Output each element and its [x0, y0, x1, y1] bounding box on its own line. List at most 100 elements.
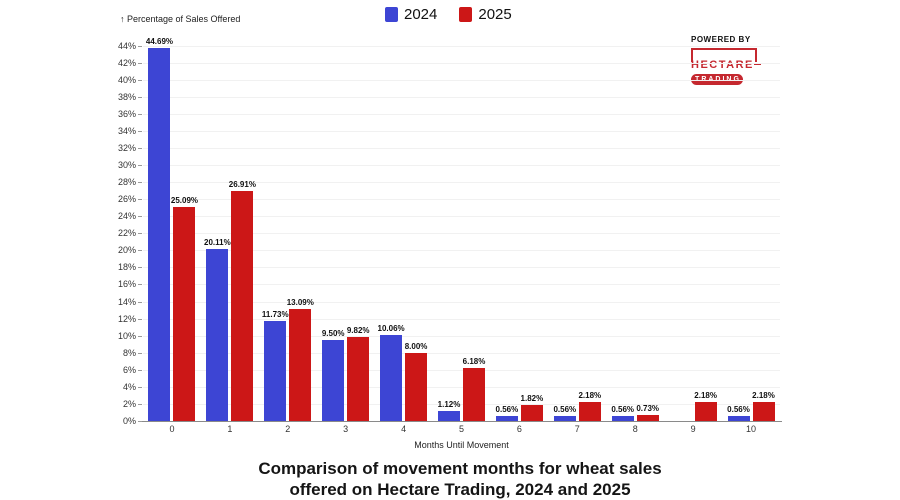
- bar-value-label: 1.12%: [437, 400, 461, 410]
- bar-value-label: 0.56%: [553, 405, 577, 415]
- y-tick-label: 16%: [117, 279, 136, 290]
- y-tick-label: 28%: [117, 177, 136, 188]
- bar-value-label: 9.50%: [321, 328, 345, 338]
- x-tick-label-10: 10: [746, 424, 757, 434]
- chart-title: Comparison of movement months for wheat …: [0, 458, 900, 500]
- bar-col-2025: 25.09%: [170, 37, 199, 421]
- bar-col-2025: 9.82%: [347, 37, 370, 421]
- bar-value-label: 0.56%: [495, 405, 519, 415]
- bar-value-label: 20.11%: [204, 238, 231, 248]
- bar-value-label: 2.18%: [578, 391, 602, 401]
- gridline: [143, 386, 780, 388]
- bar-value-label: 44.69%: [145, 37, 174, 46]
- x-tick-label-4: 4: [401, 424, 407, 434]
- gridline: [143, 45, 780, 47]
- bar-value-label: 10.06%: [377, 324, 405, 334]
- bar-col-2024: [670, 37, 692, 421]
- gridline: [143, 250, 780, 252]
- y-tick-mark: [138, 113, 142, 115]
- y-tick-mark: [138, 369, 142, 371]
- bar-col-2025: 13.09%: [287, 37, 314, 421]
- bar-2024-month-4: [380, 335, 403, 421]
- bar-2025-month-4: [405, 352, 428, 421]
- y-tick-label: 38%: [117, 91, 136, 102]
- bar-col-2025: 2.18%: [578, 37, 602, 421]
- gridline: [143, 216, 780, 218]
- y-tick-mark: [138, 318, 142, 320]
- gridline: [143, 284, 780, 286]
- logo-frame-icon: [691, 48, 757, 62]
- bar-2024-month-8: [611, 416, 634, 421]
- bar-value-label: 0.56%: [611, 405, 635, 415]
- bar-col-2025: 0.73%: [636, 37, 660, 421]
- y-tick-label: 12%: [117, 313, 136, 324]
- y-tick-mark: [138, 199, 142, 201]
- y-tick-mark: [138, 96, 142, 98]
- bar-value-label: 1.82%: [520, 394, 544, 404]
- x-axis-title: Months Until Movement: [414, 440, 509, 450]
- bar-col-2025: 2.18%: [694, 37, 717, 421]
- gridline: [143, 335, 780, 337]
- x-tick-label-0: 0: [169, 424, 175, 434]
- bar-col-2024: 0.56%: [496, 37, 518, 421]
- bar-group-month-7: 0.56% 2.18%: [548, 37, 606, 421]
- bar-value-label: 25.09%: [170, 195, 199, 205]
- bar-value-label: 0.73%: [636, 403, 660, 413]
- bar-group-month-9: 2.18%: [664, 37, 722, 421]
- legend-swatch-2024-icon: [385, 7, 398, 22]
- bar-group-month-1: 20.11% 26.91%: [201, 37, 259, 421]
- legend-item-2024: 2024: [385, 6, 437, 23]
- x-tick-label-1: 1: [227, 424, 233, 434]
- y-tick-label: 2%: [122, 398, 136, 409]
- bar-value-label: 26.91%: [228, 180, 256, 190]
- bar-col-2024: 0.56%: [611, 37, 635, 421]
- bar-value-label: 8.00%: [404, 341, 428, 351]
- y-tick-mark: [138, 182, 142, 184]
- chart-title-line-1: Comparison of movement months for wheat …: [258, 459, 662, 478]
- y-tick-mark: [138, 147, 142, 149]
- bar-value-label: 6.18%: [462, 357, 486, 367]
- bar-value-label: 0.56%: [727, 405, 750, 415]
- bar-col-2025: 26.91%: [228, 37, 256, 421]
- bar-2025-month-8: [636, 414, 659, 421]
- y-tick-mark: [138, 421, 142, 422]
- y-tick-label: 42%: [117, 57, 136, 68]
- y-tick-mark: [138, 130, 142, 132]
- gridline: [143, 403, 780, 405]
- y-tick-label: 10%: [117, 330, 136, 341]
- y-tick-mark: [138, 301, 142, 303]
- y-tick-label: 32%: [117, 142, 136, 153]
- bar-2025-month-10: [752, 402, 775, 421]
- y-tick-label: 0%: [122, 416, 136, 426]
- y-tick-mark: [138, 386, 142, 388]
- logo-sub-brand-badge: TRADING: [691, 74, 743, 85]
- bar-2024-month-0: [148, 48, 171, 421]
- x-axis-line: [139, 421, 782, 422]
- bar-2025-month-0: [173, 206, 196, 421]
- y-tick-mark: [138, 352, 142, 354]
- y-tick-label: 26%: [117, 194, 136, 205]
- bar-value-label: 2.18%: [694, 391, 717, 401]
- legend: 2024 2025: [385, 6, 512, 23]
- gridline: [143, 113, 780, 115]
- y-tick-label: 40%: [117, 74, 136, 85]
- bar-2024-month-1: [206, 249, 229, 421]
- y-tick-mark: [138, 165, 142, 166]
- bar-col-2025: 1.82%: [521, 37, 543, 421]
- bar-2025-month-5: [462, 368, 485, 421]
- bar-2024-month-6: [495, 416, 518, 421]
- bar-2024-month-2: [264, 320, 287, 421]
- y-tick-label: 24%: [117, 211, 136, 222]
- bar-col-2024: 11.73%: [262, 37, 289, 421]
- y-tick-mark: [138, 233, 142, 235]
- x-tick-label-5: 5: [458, 424, 464, 434]
- bar-col-2025: 8.00%: [405, 37, 427, 421]
- y-tick-mark: [138, 62, 142, 64]
- gridline: [143, 318, 780, 320]
- bar-col-2024: 1.12%: [438, 37, 460, 421]
- gridline: [143, 233, 780, 235]
- bar-group-month-3: 9.50% 9.82%: [317, 37, 375, 421]
- legend-swatch-2025-icon: [459, 7, 473, 22]
- bar-2025-month-1: [231, 191, 254, 421]
